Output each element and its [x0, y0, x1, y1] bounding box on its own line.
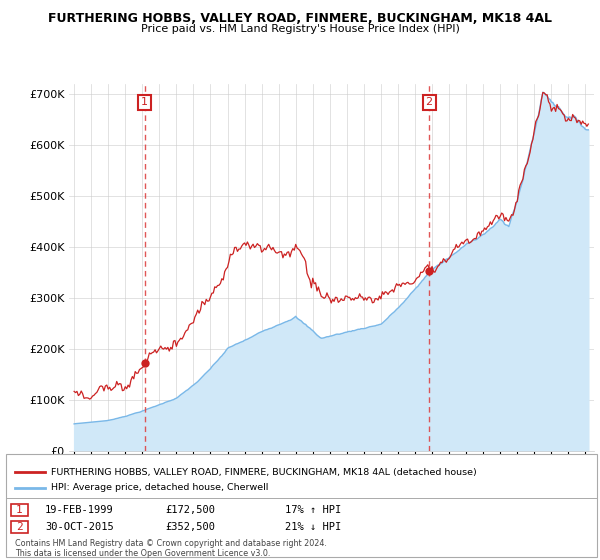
- Text: 19-FEB-1999: 19-FEB-1999: [45, 505, 114, 515]
- Text: £352,500: £352,500: [165, 522, 215, 532]
- Text: FURTHERING HOBBS, VALLEY ROAD, FINMERE, BUCKINGHAM, MK18 4AL: FURTHERING HOBBS, VALLEY ROAD, FINMERE, …: [48, 12, 552, 25]
- Text: Contains HM Land Registry data © Crown copyright and database right 2024.
This d: Contains HM Land Registry data © Crown c…: [15, 539, 327, 558]
- Text: 21% ↓ HPI: 21% ↓ HPI: [285, 522, 341, 532]
- Text: 17% ↑ HPI: 17% ↑ HPI: [285, 505, 341, 515]
- Text: HPI: Average price, detached house, Cherwell: HPI: Average price, detached house, Cher…: [51, 483, 268, 492]
- Text: 1: 1: [141, 97, 148, 108]
- Text: 30-OCT-2015: 30-OCT-2015: [45, 522, 114, 532]
- Text: 2: 2: [425, 97, 433, 108]
- Text: 2: 2: [16, 522, 23, 532]
- Text: Price paid vs. HM Land Registry's House Price Index (HPI): Price paid vs. HM Land Registry's House …: [140, 24, 460, 34]
- Text: 1: 1: [16, 505, 23, 515]
- Text: £172,500: £172,500: [165, 505, 215, 515]
- Text: FURTHERING HOBBS, VALLEY ROAD, FINMERE, BUCKINGHAM, MK18 4AL (detached house): FURTHERING HOBBS, VALLEY ROAD, FINMERE, …: [51, 468, 477, 477]
